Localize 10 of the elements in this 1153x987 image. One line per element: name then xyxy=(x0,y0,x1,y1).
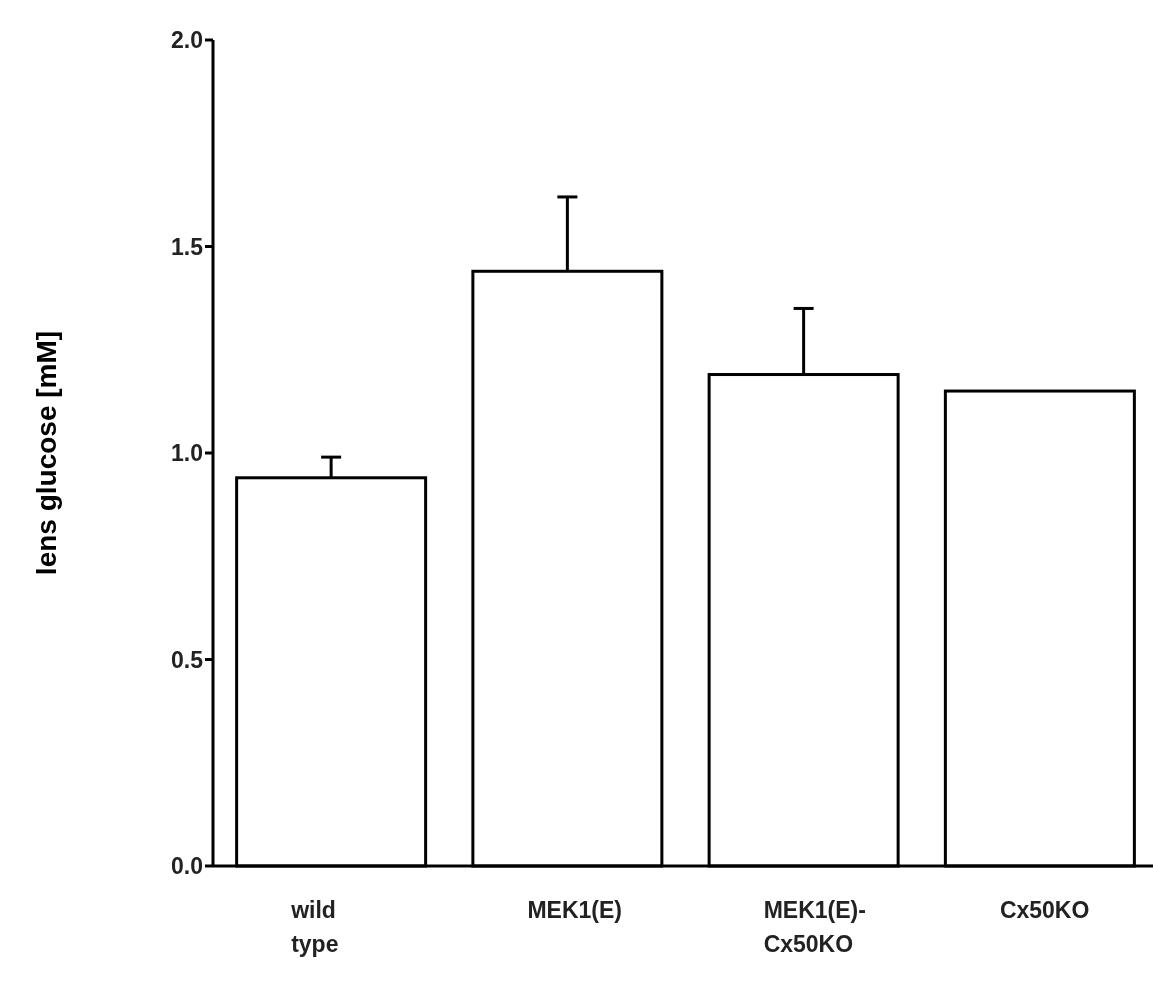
y-axis-title: lens glucose [mM] xyxy=(31,330,62,576)
x-tick-label: MEK1(E)-Cx50KO xyxy=(763,897,866,957)
x-tick-label: wild type xyxy=(290,897,339,957)
x-tick-label: Cx50KO xyxy=(999,897,1090,923)
y-tick-label: 1.0 xyxy=(171,440,203,467)
y-tick-label: 2.0 xyxy=(171,27,203,54)
y-tick-label: 0.5 xyxy=(171,646,204,673)
y-tick-label: 0.0 xyxy=(171,853,203,880)
y-tick-label: 1.5 xyxy=(171,233,204,260)
x-tick-label: MEK1(E) xyxy=(527,897,622,923)
